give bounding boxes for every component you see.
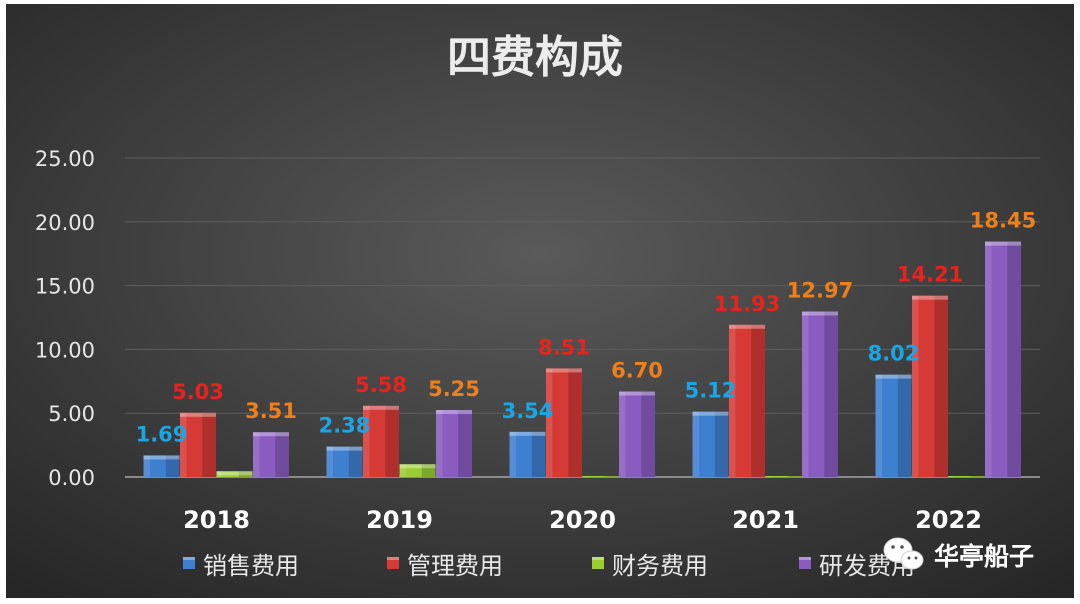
data-label: 5.03 [172, 380, 224, 404]
y-tick-label: 15.00 [35, 275, 95, 299]
bar [546, 368, 582, 477]
bar [985, 241, 1021, 477]
x-tick-label: 2022 [915, 506, 982, 534]
bar [180, 412, 216, 477]
bar [692, 411, 729, 477]
watermark: 华亭船子 [883, 537, 1034, 571]
bars [143, 241, 1021, 477]
legend-item: 研发费用 [799, 552, 915, 580]
legend-label: 管理费用 [407, 552, 503, 580]
data-label: 5.58 [355, 373, 407, 397]
bar [948, 476, 985, 477]
legend-swatch [592, 557, 604, 569]
data-label: 11.93 [714, 292, 780, 316]
bar [912, 295, 948, 477]
bar [253, 432, 289, 477]
x-axis-ticks: 2018 2019 2020 2021 2022 [183, 506, 982, 534]
bar [399, 464, 436, 477]
bar [216, 471, 253, 477]
bar [436, 410, 472, 477]
data-label: 1.69 [136, 422, 188, 446]
x-tick-label: 2020 [549, 506, 616, 534]
legend-label: 财务费用 [612, 552, 708, 580]
x-tick-label: 2019 [366, 506, 433, 534]
y-tick-label: 10.00 [35, 338, 95, 362]
bar [509, 431, 546, 477]
y-tick-label: 25.00 [35, 147, 95, 171]
bar [143, 455, 180, 477]
wechat-icon [883, 537, 924, 570]
legend-label: 销售费用 [203, 552, 299, 580]
data-label: 3.54 [502, 399, 554, 423]
bar [363, 405, 399, 477]
data-label: 8.02 [868, 342, 920, 366]
legend-swatch [387, 557, 399, 569]
x-tick-label: 2018 [183, 506, 250, 534]
data-label: 2.38 [319, 414, 371, 438]
legend-item: 财务费用 [592, 552, 708, 580]
data-label: 18.45 [970, 209, 1036, 233]
legend-swatch [799, 557, 811, 569]
bar [765, 476, 802, 477]
y-axis-ticks: 0.00 5.00 10.00 15.00 20.00 25.00 [35, 147, 95, 490]
y-tick-label: 20.00 [35, 211, 95, 235]
data-label: 6.70 [611, 359, 663, 383]
legend: 销售费用 管理费用 财务费用 研发费用 [183, 552, 915, 580]
y-tick-label: 0.00 [48, 466, 95, 490]
data-labels: 1.69 5.03 3.51 2.38 5.58 5.25 3.54 8.51 6.70 5.12… [136, 209, 1037, 447]
data-label: 5.25 [428, 377, 480, 401]
watermark-text: 华亭船子 [934, 542, 1034, 571]
data-label: 12.97 [787, 279, 853, 303]
legend-item: 销售费用 [183, 552, 299, 580]
y-tick-label: 5.00 [48, 402, 95, 426]
bar [802, 311, 838, 477]
chart-title: 四费构成 [447, 32, 623, 83]
data-label: 5.12 [685, 379, 737, 403]
legend-swatch [183, 557, 195, 569]
data-label: 14.21 [897, 263, 963, 287]
bar [326, 446, 363, 477]
legend-item: 管理费用 [387, 552, 503, 580]
x-tick-label: 2021 [732, 506, 799, 534]
bar [729, 324, 765, 477]
data-label: 3.51 [245, 399, 297, 423]
bar [582, 476, 619, 477]
data-label: 8.51 [538, 335, 590, 359]
chart-background [6, 4, 1074, 598]
bar [875, 374, 912, 477]
bar [619, 391, 655, 477]
